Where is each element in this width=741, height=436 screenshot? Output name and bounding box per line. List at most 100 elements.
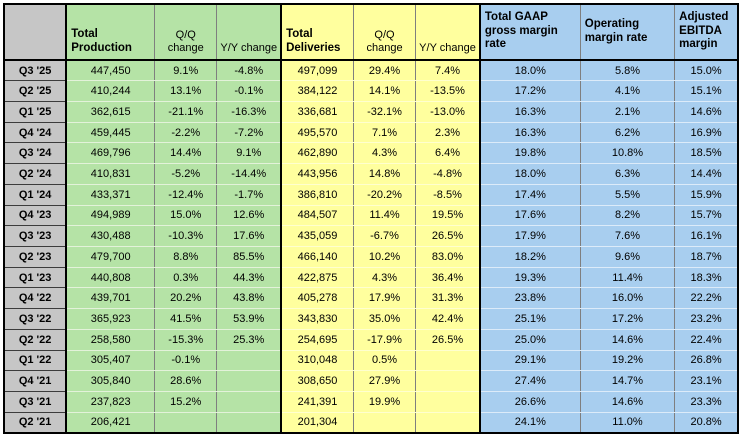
production-cell[interactable]: 459,445 — [66, 122, 156, 144]
row-label-cell[interactable]: Q2 '24 — [4, 163, 68, 185]
production-yy-cell[interactable] — [216, 412, 283, 434]
production-qq-cell[interactable]: -10.3% — [154, 225, 218, 247]
row-label-cell[interactable]: Q4 '24 — [4, 122, 68, 144]
gaap-margin-cell[interactable]: 17.2% — [479, 80, 581, 102]
production-yy-cell[interactable]: 17.6% — [216, 225, 283, 247]
deliveries-yy-cell[interactable]: -4.8% — [415, 163, 481, 185]
gaap-margin-cell[interactable]: 19.3% — [479, 267, 581, 289]
production-qq-cell[interactable]: 13.1% — [154, 80, 218, 102]
deliveries-cell[interactable]: 241,391 — [281, 391, 354, 413]
row-label-cell[interactable]: Q3 '24 — [4, 142, 68, 165]
header-production-yy-change[interactable]: Y/Y change — [216, 4, 283, 61]
deliveries-cell[interactable]: 466,140 — [281, 246, 354, 268]
production-cell[interactable]: 258,580 — [66, 329, 156, 351]
deliveries-yy-cell[interactable]: 7.4% — [415, 60, 481, 82]
deliveries-qq-cell[interactable]: 4.3% — [353, 142, 417, 165]
production-qq-cell[interactable]: -15.3% — [154, 329, 218, 351]
deliveries-cell[interactable]: 343,830 — [281, 308, 354, 330]
row-label-cell[interactable]: Q3 '23 — [4, 225, 68, 247]
row-label-cell[interactable]: Q2 '21 — [4, 412, 68, 434]
operating-margin-cell[interactable]: 11.4% — [580, 267, 676, 289]
deliveries-qq-cell[interactable]: 14.8% — [353, 163, 417, 185]
production-qq-cell[interactable] — [154, 412, 218, 434]
gaap-margin-cell[interactable]: 17.6% — [479, 205, 581, 227]
ebitda-margin-cell[interactable]: 18.5% — [674, 142, 739, 165]
deliveries-cell[interactable]: 405,278 — [281, 287, 354, 310]
gaap-margin-cell[interactable]: 18.0% — [479, 163, 581, 185]
production-yy-cell[interactable]: -14.4% — [216, 163, 283, 185]
gaap-margin-cell[interactable]: 26.6% — [479, 391, 581, 413]
gaap-margin-cell[interactable]: 25.0% — [479, 329, 581, 351]
deliveries-cell[interactable]: 310,048 — [281, 350, 354, 372]
production-cell[interactable]: 439,701 — [66, 287, 156, 310]
production-yy-cell[interactable]: 44.3% — [216, 267, 283, 289]
deliveries-qq-cell[interactable]: -17.9% — [353, 329, 417, 351]
header-gaap-gross-margin-rate[interactable]: Total GAAP gross margin rate — [479, 4, 581, 61]
ebitda-margin-cell[interactable]: 14.6% — [674, 101, 739, 123]
deliveries-qq-cell[interactable]: 0.5% — [353, 350, 417, 372]
row-label-cell[interactable]: Q4 '22 — [4, 287, 68, 310]
deliveries-qq-cell[interactable]: 27.9% — [353, 370, 417, 392]
operating-margin-cell[interactable]: 9.6% — [580, 246, 676, 268]
deliveries-yy-cell[interactable] — [415, 350, 481, 372]
ebitda-margin-cell[interactable]: 23.1% — [674, 370, 739, 392]
deliveries-yy-cell[interactable]: 31.3% — [415, 287, 481, 310]
ebitda-margin-cell[interactable]: 18.7% — [674, 246, 739, 268]
production-yy-cell[interactable]: -4.8% — [216, 60, 283, 82]
ebitda-margin-cell[interactable]: 23.3% — [674, 391, 739, 413]
production-qq-cell[interactable]: 28.6% — [154, 370, 218, 392]
deliveries-cell[interactable]: 308,650 — [281, 370, 354, 392]
gaap-margin-cell[interactable]: 19.8% — [479, 142, 581, 165]
production-yy-cell[interactable]: 12.6% — [216, 205, 283, 227]
corner-cell[interactable] — [4, 4, 68, 61]
row-label-cell[interactable]: Q2 '22 — [4, 329, 68, 351]
production-yy-cell[interactable]: -16.3% — [216, 101, 283, 123]
deliveries-cell[interactable]: 462,890 — [281, 142, 354, 165]
header-adjusted-ebitda-margin[interactable]: Adjusted EBITDA margin — [674, 4, 739, 61]
gaap-margin-cell[interactable]: 18.2% — [479, 246, 581, 268]
gaap-margin-cell[interactable]: 23.8% — [479, 287, 581, 310]
production-yy-cell[interactable]: 85.5% — [216, 246, 283, 268]
production-cell[interactable]: 447,450 — [66, 60, 156, 82]
deliveries-cell[interactable]: 386,810 — [281, 184, 354, 206]
deliveries-yy-cell[interactable]: 36.4% — [415, 267, 481, 289]
operating-margin-cell[interactable]: 17.2% — [580, 308, 676, 330]
deliveries-cell[interactable]: 484,507 — [281, 205, 354, 227]
deliveries-cell[interactable]: 435,059 — [281, 225, 354, 247]
deliveries-cell[interactable]: 497,099 — [281, 60, 354, 82]
production-qq-cell[interactable]: 15.2% — [154, 391, 218, 413]
production-yy-cell[interactable] — [216, 391, 283, 413]
header-production-qq-change[interactable]: Q/Q change — [154, 4, 218, 61]
ebitda-margin-cell[interactable]: 26.8% — [674, 350, 739, 372]
deliveries-cell[interactable]: 422,875 — [281, 267, 354, 289]
deliveries-cell[interactable]: 336,681 — [281, 101, 354, 123]
deliveries-yy-cell[interactable]: 6.4% — [415, 142, 481, 165]
deliveries-yy-cell[interactable]: 26.5% — [415, 225, 481, 247]
deliveries-qq-cell[interactable]: -20.2% — [353, 184, 417, 206]
deliveries-qq-cell[interactable]: 10.2% — [353, 246, 417, 268]
ebitda-margin-cell[interactable]: 16.9% — [674, 122, 739, 144]
deliveries-yy-cell[interactable] — [415, 412, 481, 434]
operating-margin-cell[interactable]: 5.8% — [580, 60, 676, 82]
deliveries-cell[interactable]: 384,122 — [281, 80, 354, 102]
deliveries-yy-cell[interactable]: 19.5% — [415, 205, 481, 227]
deliveries-qq-cell[interactable]: 7.1% — [353, 122, 417, 144]
deliveries-qq-cell[interactable]: 17.9% — [353, 287, 417, 310]
gaap-margin-cell[interactable]: 16.3% — [479, 122, 581, 144]
deliveries-yy-cell[interactable]: -8.5% — [415, 184, 481, 206]
production-qq-cell[interactable]: -5.2% — [154, 163, 218, 185]
production-cell[interactable]: 430,488 — [66, 225, 156, 247]
row-label-cell[interactable]: Q4 '23 — [4, 205, 68, 227]
production-yy-cell[interactable]: -7.2% — [216, 122, 283, 144]
production-qq-cell[interactable]: 8.8% — [154, 246, 218, 268]
production-yy-cell[interactable]: 53.9% — [216, 308, 283, 330]
row-label-cell[interactable]: Q2 '23 — [4, 246, 68, 268]
operating-margin-cell[interactable]: 11.0% — [580, 412, 676, 434]
deliveries-yy-cell[interactable] — [415, 391, 481, 413]
deliveries-yy-cell[interactable]: 26.5% — [415, 329, 481, 351]
production-yy-cell[interactable] — [216, 350, 283, 372]
production-qq-cell[interactable]: 41.5% — [154, 308, 218, 330]
production-qq-cell[interactable]: -12.4% — [154, 184, 218, 206]
production-qq-cell[interactable]: 0.3% — [154, 267, 218, 289]
gaap-margin-cell[interactable]: 17.9% — [479, 225, 581, 247]
